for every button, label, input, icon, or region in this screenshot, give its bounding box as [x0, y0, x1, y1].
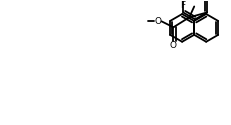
Text: F: F	[179, 1, 184, 10]
Text: O: O	[169, 41, 176, 50]
Text: O: O	[153, 17, 160, 26]
